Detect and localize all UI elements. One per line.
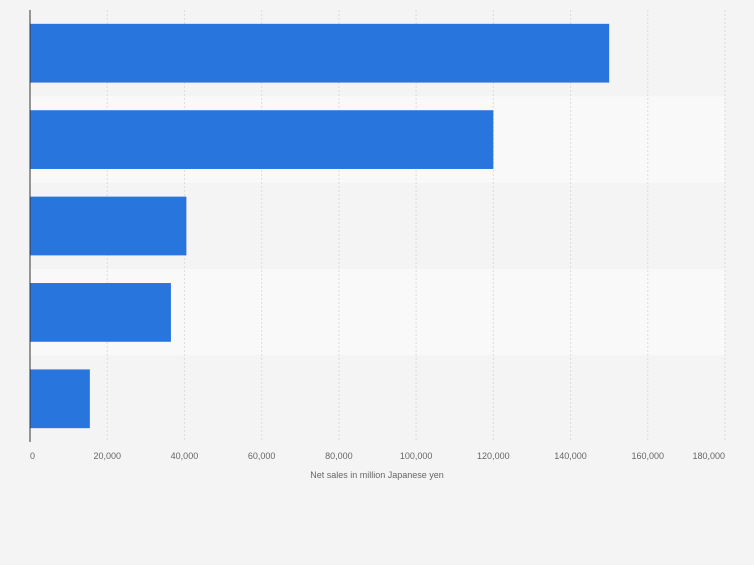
x-tick-label: 120,000: [477, 451, 510, 461]
bars: [30, 23, 610, 429]
x-tick-label: 80,000: [325, 451, 353, 461]
x-axis-tick-labels: 0 20,000 40,000 60,000 80,000 100,000 120,000 1…: [30, 451, 725, 461]
x-tick-label: 40,000: [171, 451, 199, 461]
x-tick-label: 180,000: [692, 451, 725, 461]
bar: [30, 369, 90, 429]
x-tick-label: 60,000: [248, 451, 276, 461]
x-tick-label: 140,000: [554, 451, 587, 461]
bar: [30, 283, 171, 342]
x-tick-label: 20,000: [93, 451, 121, 461]
x-tick-label: 100,000: [400, 451, 433, 461]
bar: [30, 110, 494, 169]
bar: [30, 196, 187, 256]
x-tick-label: 160,000: [632, 451, 665, 461]
x-tick-label: 0: [30, 451, 35, 461]
x-axis-title: Net sales in million Japanese yen: [310, 470, 444, 480]
bar: [30, 23, 610, 83]
row-band: [30, 355, 725, 442]
